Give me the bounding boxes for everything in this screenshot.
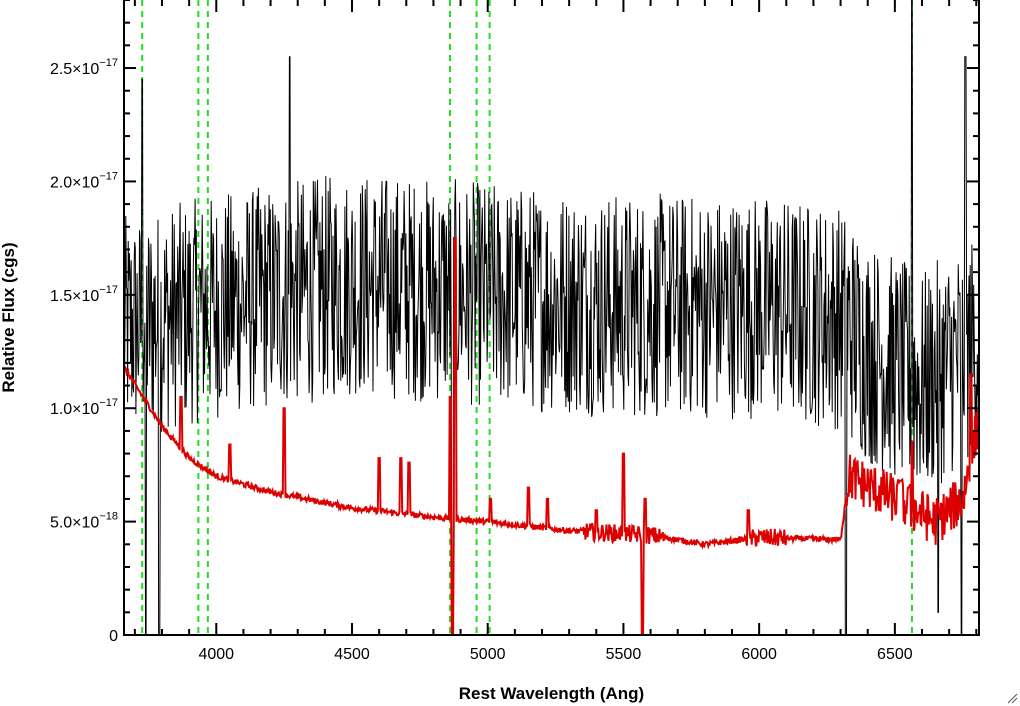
y-tick-label: 1.5×10−17 (50, 284, 118, 305)
y-tick-label: 0 (109, 628, 118, 645)
y-tick-label: 2.0×10−17 (50, 170, 118, 191)
x-axis-ticks: 4000 4500 5000 5500 6000 6500 (133, 0, 978, 663)
x-tick-label: 4000 (198, 646, 234, 663)
x-tick-label: 6500 (877, 646, 913, 663)
model-spectrum (123, 237, 980, 636)
y-tick-label: 2.5×10−17 (50, 57, 118, 78)
x-tick-label: 5500 (606, 646, 642, 663)
y-tick-label: 5.0×10−18 (50, 511, 118, 532)
model-spectrum-line (123, 237, 980, 636)
guide-lines (141, 0, 913, 635)
resize-grip-icon (1007, 693, 1018, 704)
y-axis-ticks: 0 5.0×10−18 1.0×10−17 1.5×10−17 2.0×10−17 2.5… (50, 0, 979, 645)
x-axis-label: Rest Wavelength (Ang) (459, 684, 644, 703)
x-tick-label: 5000 (470, 646, 506, 663)
y-axis-label: Relative Flux (cgs) (0, 242, 18, 392)
x-tick-label: 6000 (741, 646, 777, 663)
x-tick-label: 4500 (334, 646, 370, 663)
observed-spectrum-line (123, 0, 979, 636)
y-tick-label: 1.0×10−17 (50, 397, 118, 418)
observed-spectrum (123, 0, 979, 636)
